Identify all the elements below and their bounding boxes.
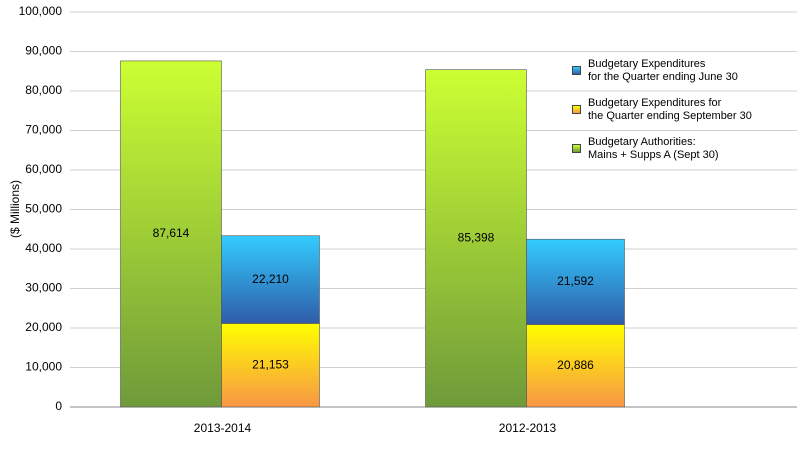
y-tick-label: 50,000: [25, 202, 62, 216]
y-tick-label: 60,000: [25, 162, 62, 176]
legend-label: Budgetary Expenditures for the Quarter e…: [588, 97, 752, 122]
legend-swatch: [572, 144, 581, 153]
y-axis-title: ($ Millions): [8, 180, 22, 238]
y-tick-label: 80,000: [25, 83, 62, 97]
data-label: 85,398: [458, 231, 495, 245]
y-tick-label: 30,000: [25, 281, 62, 295]
bar: [221, 235, 320, 324]
y-tick-label: 70,000: [25, 123, 62, 137]
y-tick-label: 10,000: [25, 360, 62, 374]
legend: Budgetary Expenditures for the Quarter e…: [572, 58, 772, 175]
bar: [526, 238, 625, 325]
x-tick-label: 2013-2014: [194, 421, 252, 435]
legend-swatch: [572, 105, 581, 114]
y-tick-label: 0: [55, 399, 62, 413]
bar: [526, 324, 625, 408]
y-tick-label: 20,000: [25, 320, 62, 334]
data-label: 87,614: [153, 226, 190, 240]
data-label: 22,210: [252, 272, 289, 286]
data-label: 21,592: [557, 274, 594, 288]
legend-item: Budgetary Authorities: Mains + Supps A (…: [572, 136, 772, 162]
data-label: 21,153: [252, 357, 289, 371]
y-tick-label: 40,000: [25, 241, 62, 255]
bar: [120, 60, 222, 408]
bar: [425, 69, 527, 408]
legend-swatch: [572, 66, 581, 75]
x-tick-label: 2012-2013: [499, 421, 557, 435]
legend-label: Budgetary Authorities: Mains + Supps A (…: [588, 136, 719, 161]
y-tick-label: 100,000: [19, 4, 63, 18]
bar: [221, 323, 320, 408]
legend-label: Budgetary Expenditures for the Quarter e…: [588, 58, 738, 83]
legend-item: Budgetary Expenditures for the Quarter e…: [572, 97, 772, 123]
data-label: 20,886: [557, 358, 594, 372]
legend-item: Budgetary Expenditures for the Quarter e…: [572, 58, 772, 84]
y-tick-label: 90,000: [25, 44, 62, 58]
